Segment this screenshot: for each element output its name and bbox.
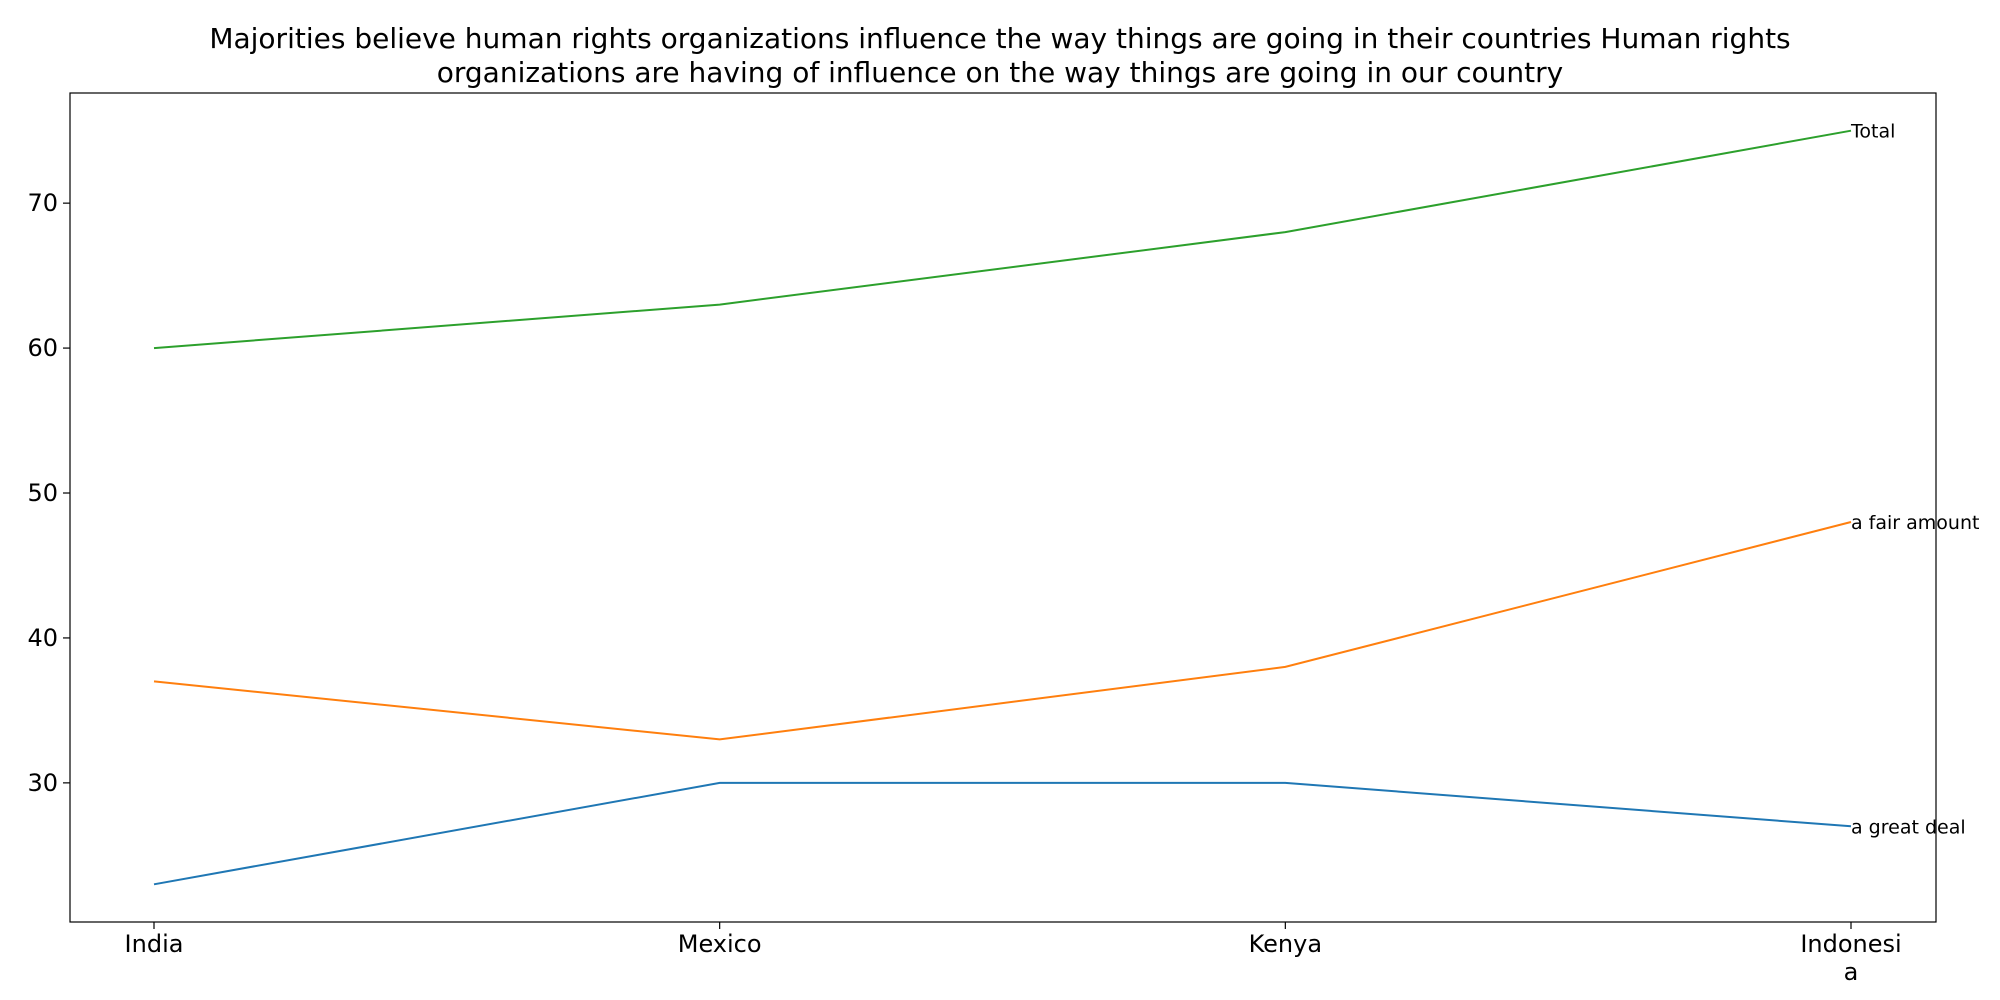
x-axis: India Mexico Kenya Indonesi a: [125, 922, 1902, 986]
x-tick-label: Kenya: [1249, 930, 1322, 958]
x-tick-label-line: India: [125, 930, 184, 958]
series-line-a-fair-amount: [153, 521, 1852, 741]
chart-title-line-2: organizations are having of influence on…: [437, 56, 1563, 89]
x-tick-label-line: Indonesi: [1800, 930, 1901, 958]
y-tick-label: 70: [27, 189, 58, 217]
y-tick-label: 50: [27, 479, 58, 507]
chart-title-line-1: Majorities believe human rights organiza…: [209, 22, 1790, 55]
x-tick-label: Mexico: [678, 930, 762, 958]
x-tick-label: Indonesi a: [1800, 930, 1901, 986]
x-tick-label-line: Kenya: [1249, 930, 1322, 958]
series-end-label: Total: [1850, 121, 1895, 143]
plot-area-frame: [69, 92, 1937, 923]
series-layer: [153, 129, 1852, 886]
y-tick-label: 30: [27, 769, 58, 797]
y-axis: 30 40 50 60 70: [27, 189, 70, 797]
y-tick-label: 60: [27, 334, 58, 362]
y-tick-label: 40: [27, 624, 58, 652]
series-line-total: [153, 129, 1852, 350]
series-end-label: a great deal: [1851, 816, 1966, 838]
series-line-a-great-deal: [153, 781, 1852, 886]
x-tick-label: India: [125, 930, 184, 958]
series-end-label: a fair amount: [1851, 512, 1979, 534]
series-end-labels: a great deal a fair amount Total: [1850, 121, 1979, 839]
x-tick-label-line: Mexico: [678, 930, 762, 958]
x-tick-label-line: a: [1844, 958, 1859, 986]
